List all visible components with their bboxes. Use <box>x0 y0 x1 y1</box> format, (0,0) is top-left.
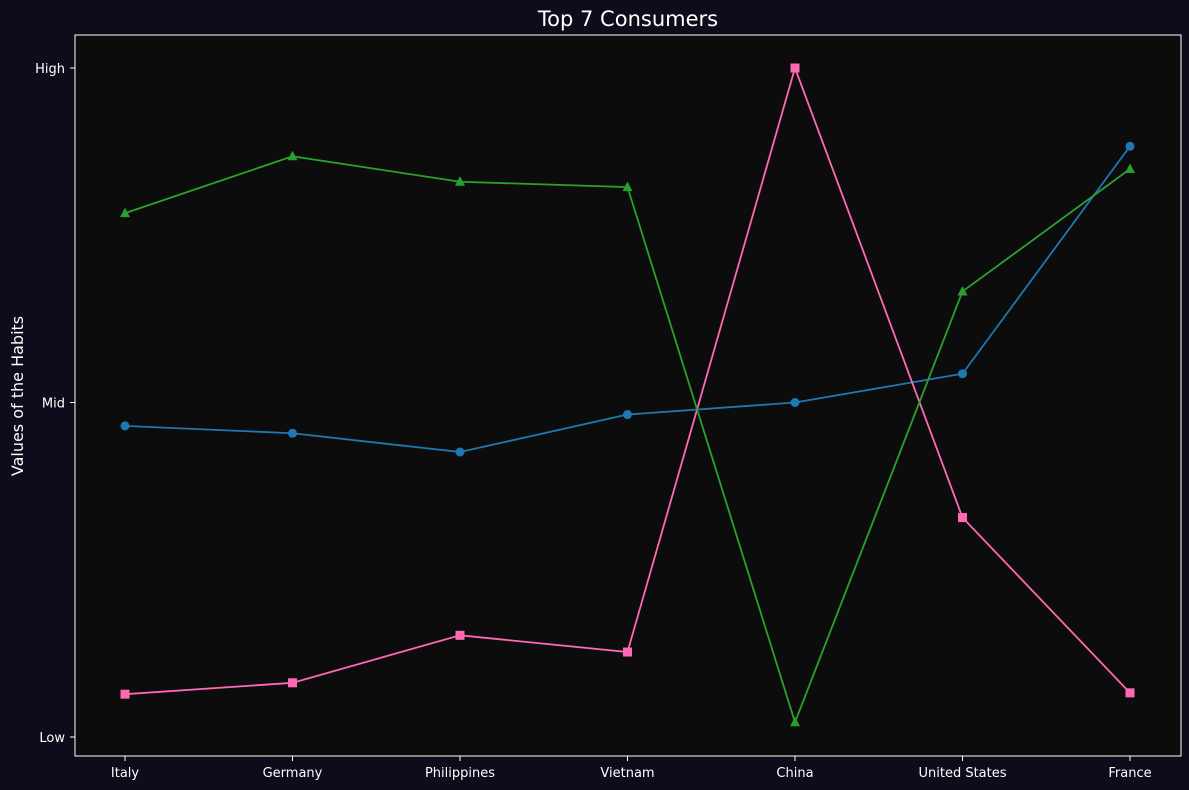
data-point <box>623 647 632 657</box>
data-point <box>958 369 967 379</box>
data-point <box>288 428 297 438</box>
x-tick-label: Vietnam <box>600 766 654 781</box>
plot-area <box>74 34 1182 757</box>
data-point <box>455 630 465 640</box>
y-axis-label: Values of the Habits <box>8 316 27 476</box>
data-point <box>790 716 800 727</box>
data-point <box>622 181 633 192</box>
data-point <box>1125 141 1135 151</box>
data-point <box>958 513 967 523</box>
x-tick-label: China <box>776 766 813 781</box>
x-tick-label: United States <box>918 766 1006 781</box>
y-tick-label: High <box>35 62 65 77</box>
series-1 <box>120 141 1135 457</box>
series-layer <box>120 63 1135 727</box>
data-point <box>1125 688 1135 698</box>
x-tick-label: France <box>1108 766 1151 781</box>
data-point <box>120 689 130 699</box>
data-point <box>287 150 298 161</box>
data-point <box>1125 163 1135 174</box>
data-point <box>623 410 632 420</box>
data-point <box>455 176 465 186</box>
data-point <box>790 398 800 407</box>
data-point <box>455 447 465 457</box>
y-tick-label: Mid <box>42 397 65 412</box>
x-tick-label: Germany <box>263 766 323 781</box>
data-point <box>957 285 968 296</box>
data-point <box>790 63 800 73</box>
x-axis: Italy Germany Philippines Vietnam China Unite… <box>111 756 1152 781</box>
series-2 <box>120 63 1135 699</box>
y-tick-label: Low <box>39 731 65 746</box>
chart-title: Top 7 Consumers <box>537 7 718 31</box>
data-point <box>288 678 297 688</box>
y-axis: Low Mid High <box>35 62 75 746</box>
data-point <box>120 207 130 218</box>
data-point <box>120 421 130 431</box>
series-3 <box>120 150 1135 727</box>
x-tick-label: Philippines <box>425 766 495 781</box>
x-tick-label: Italy <box>111 766 140 781</box>
